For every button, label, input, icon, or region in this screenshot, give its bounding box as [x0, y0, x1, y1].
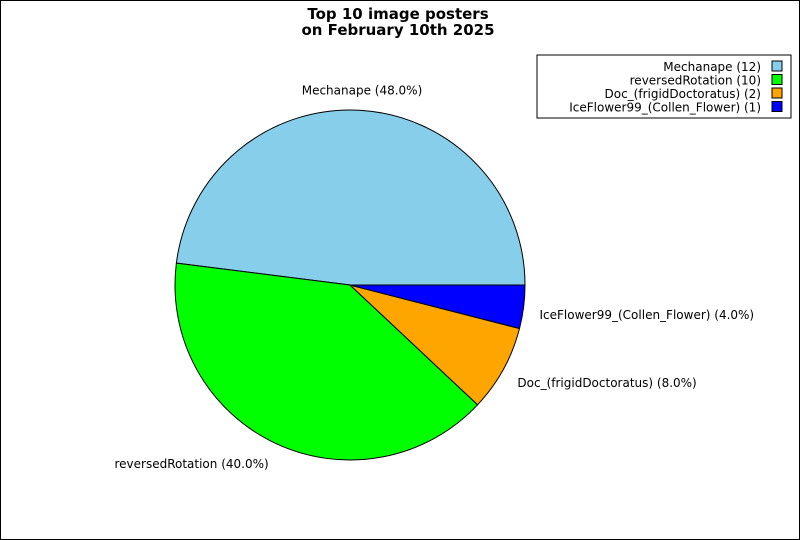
- slice-label-1: reversedRotation (40.0%): [114, 457, 268, 471]
- legend-swatch-2: [771, 87, 783, 99]
- legend-label-0: Mechanape (12): [663, 60, 761, 74]
- chart-subtitle: on February 10th 2025: [301, 21, 494, 39]
- pie-slice-3: [349, 284, 526, 330]
- pie-slice-0: [175, 109, 526, 286]
- legend-swatch-0: [771, 60, 783, 72]
- slice-labels: Mechanape (48.0%) reversedRotation (40.0%…: [114, 83, 754, 470]
- slice-label-2: Doc_(frigidDoctoratus) (8.0%): [517, 376, 696, 390]
- legend: Mechanape (12)reversedRotation (10)Doc_(…: [536, 54, 792, 119]
- legend-swatch-3: [771, 101, 783, 112]
- pie-slices: [174, 109, 526, 461]
- legend-label-3: IceFlower99_(Collen_Flower) (1): [569, 101, 761, 115]
- legend-swatch-1: [771, 74, 783, 85]
- chart-title: Top 10 image posters: [307, 5, 488, 23]
- legend-label-2: Doc_(frigidDoctoratus) (2): [605, 87, 762, 101]
- slice-label-3: IceFlower99_(Collen_Flower) (4.0%): [540, 308, 755, 322]
- pie-slice-1: [174, 262, 479, 461]
- slice-label-0: Mechanape (48.0%): [302, 83, 423, 97]
- legend-label-1: reversedRotation (10): [630, 74, 761, 88]
- legend-box: [536, 54, 792, 119]
